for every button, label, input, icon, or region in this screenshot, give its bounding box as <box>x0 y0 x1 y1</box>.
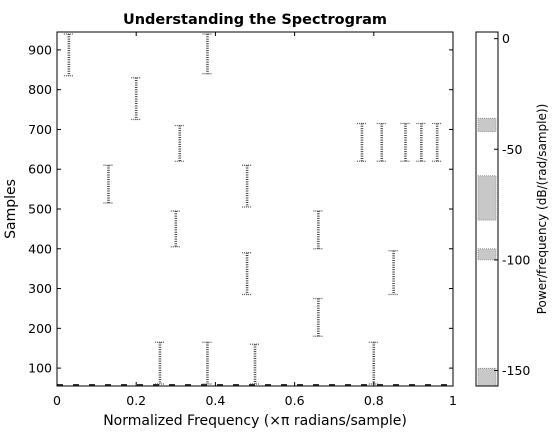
colorbar-label: Power/frequency (dB/(rad/sample)) <box>535 104 549 315</box>
colorbar-tick-label: -150 <box>502 363 530 378</box>
y-tick-label: 600 <box>28 162 52 177</box>
colorbar-tick-label: -50 <box>502 142 522 157</box>
x-tick-label: 1 <box>449 393 457 408</box>
colorbar-band <box>477 175 497 221</box>
y-tick-label: 100 <box>28 361 52 376</box>
colorbar-tick-label: -100 <box>502 252 530 267</box>
colorbar-band <box>477 117 497 132</box>
colorbar-bands <box>477 117 497 387</box>
colorbar-frame <box>475 31 499 387</box>
y-axis-ticks: 100 200 300 400 500 600 700 800 900 <box>28 42 453 376</box>
x-tick-label: 0.4 <box>205 393 225 408</box>
y-tick-label: 800 <box>28 82 52 97</box>
colorbar-ticks: 0 -50 -100 -150 <box>494 31 530 378</box>
x-tick-label: 0.8 <box>364 393 384 408</box>
colorbar-band <box>477 367 497 387</box>
y-tick-label: 500 <box>28 202 52 217</box>
x-tick-label: 0.2 <box>126 393 146 408</box>
colorbar-tick-label: 0 <box>502 31 510 46</box>
y-tick-label: 300 <box>28 281 52 296</box>
y-tick-label: 700 <box>28 122 52 137</box>
x-axis-ticks: 0 0.2 0.4 0.6 0.8 1 <box>53 32 457 408</box>
plot-area <box>57 32 453 386</box>
y-tick-label: 400 <box>28 241 52 256</box>
y-axis-label: Samples <box>3 179 19 239</box>
y-tick-label: 200 <box>28 321 52 336</box>
tone-segments <box>57 33 453 386</box>
y-tick-label: 900 <box>28 42 52 57</box>
x-tick-label: 0 <box>53 393 61 408</box>
chart-title: Understanding the Spectrogram <box>123 12 387 28</box>
x-tick-label: 0.6 <box>285 393 305 408</box>
colorbar-band <box>477 248 497 261</box>
x-axis-label: Normalized Frequency (×π radians/sample) <box>103 413 407 429</box>
